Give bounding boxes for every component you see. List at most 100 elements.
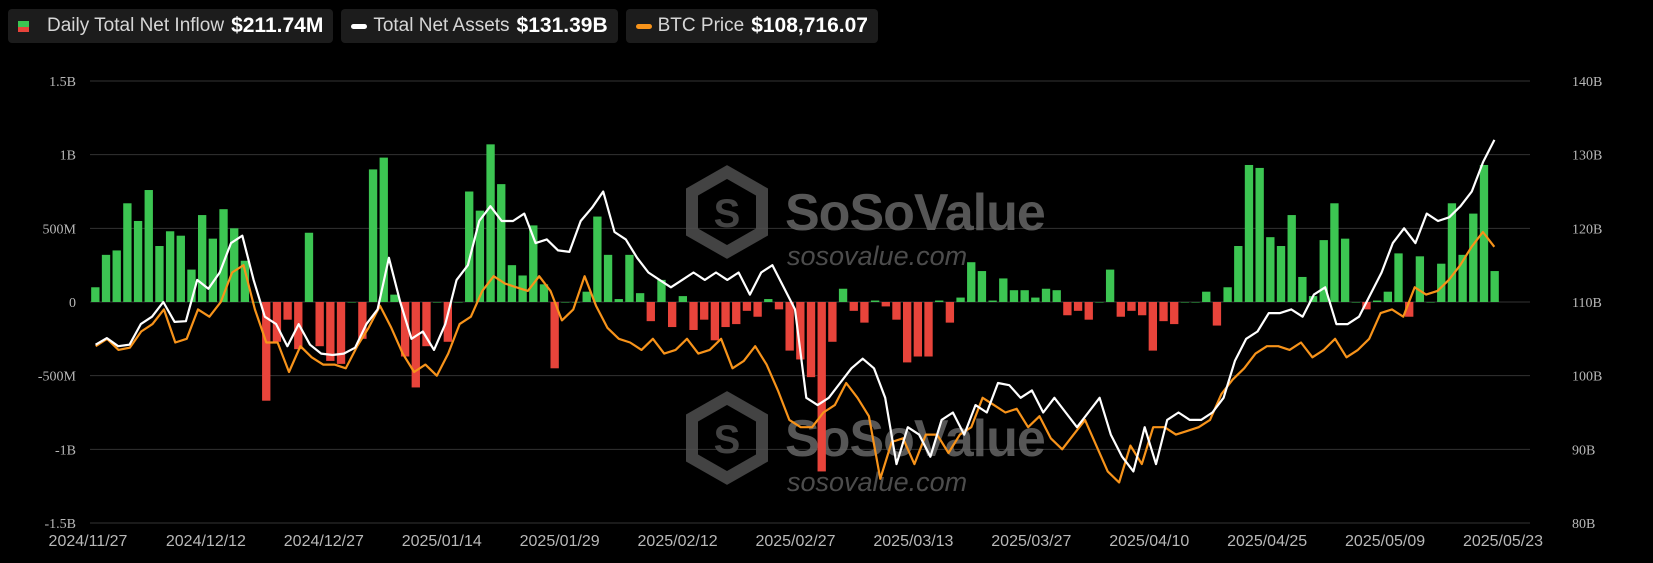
inflow-bar[interactable] xyxy=(133,220,143,302)
inflow-bar[interactable] xyxy=(902,302,912,363)
inflow-bar[interactable] xyxy=(507,265,517,302)
inflow-bar[interactable] xyxy=(1319,240,1328,302)
inflow-bar[interactable] xyxy=(924,302,933,357)
inflow-bar[interactable] xyxy=(635,293,645,302)
inflow-bar[interactable] xyxy=(486,144,495,302)
inflow-bar[interactable] xyxy=(678,296,688,302)
inflow-bar[interactable] xyxy=(1073,302,1083,311)
inflow-bar[interactable] xyxy=(219,209,228,302)
inflow-bar[interactable] xyxy=(1009,290,1019,302)
inflow-bar[interactable] xyxy=(1159,302,1168,322)
inflow-bar[interactable] xyxy=(988,300,997,302)
inflow-bar[interactable] xyxy=(1041,288,1051,302)
inflow-bar[interactable] xyxy=(1148,302,1157,351)
inflow-bar[interactable] xyxy=(529,225,538,302)
inflow-bar[interactable] xyxy=(646,302,655,322)
inflow-bar[interactable] xyxy=(1234,246,1243,302)
inflow-bar[interactable] xyxy=(1490,271,1499,302)
inflow-bar[interactable] xyxy=(764,299,773,302)
inflow-bar[interactable] xyxy=(1351,302,1360,303)
inflow-bar[interactable] xyxy=(497,184,506,302)
inflow-bar[interactable] xyxy=(881,302,890,307)
inflow-bar[interactable] xyxy=(1052,290,1061,302)
inflow-bar[interactable] xyxy=(197,215,207,302)
inflow-bar[interactable] xyxy=(379,157,388,302)
inflow-bar[interactable] xyxy=(1415,256,1425,302)
inflow-bar[interactable] xyxy=(155,246,164,302)
inflow-bar[interactable] xyxy=(91,287,100,302)
inflow-bar[interactable] xyxy=(1383,291,1392,302)
inflow-bar[interactable] xyxy=(657,279,666,302)
inflow-bar[interactable] xyxy=(999,278,1008,302)
inflow-bar[interactable] xyxy=(785,302,794,351)
total-net-assets-line[interactable] xyxy=(95,139,1496,473)
inflow-bar[interactable] xyxy=(1298,276,1307,302)
inflow-bar[interactable] xyxy=(208,238,218,302)
inflow-bar[interactable] xyxy=(892,302,901,320)
inflow-bar[interactable] xyxy=(1202,291,1211,302)
inflow-bar[interactable] xyxy=(774,302,784,310)
inflow-bar[interactable] xyxy=(1308,296,1318,302)
inflow-bar[interactable] xyxy=(240,260,250,302)
inflow-bar[interactable] xyxy=(347,302,356,303)
inflow-bar[interactable] xyxy=(1212,302,1222,326)
inflow-bar[interactable] xyxy=(144,190,153,302)
inflow-bar[interactable] xyxy=(390,294,399,302)
inflow-bar[interactable] xyxy=(283,302,292,320)
inflow-bar[interactable] xyxy=(956,297,965,302)
inflow-bar[interactable] xyxy=(817,302,826,472)
inflow-bar[interactable] xyxy=(1340,238,1350,302)
inflow-bar[interactable] xyxy=(1255,167,1264,302)
inflow-bar[interactable] xyxy=(1447,203,1457,302)
inflow-bar[interactable] xyxy=(304,232,314,302)
inflow-bar[interactable] xyxy=(1266,237,1275,302)
inflow-bar[interactable] xyxy=(967,262,976,302)
inflow-bar[interactable] xyxy=(935,300,944,302)
inflow-bar[interactable] xyxy=(860,302,869,323)
inflow-bar[interactable] xyxy=(187,269,196,302)
inflow-bar[interactable] xyxy=(614,299,623,302)
inflow-bar[interactable] xyxy=(1372,300,1382,302)
inflow-bar[interactable] xyxy=(230,228,239,302)
inflow-bar[interactable] xyxy=(603,254,613,302)
inflow-bar[interactable] xyxy=(326,302,335,361)
inflow-bar[interactable] xyxy=(315,302,324,347)
inflow-bar[interactable] xyxy=(539,284,549,302)
inflow-bar[interactable] xyxy=(1116,302,1125,317)
inflow-bar[interactable] xyxy=(1405,302,1414,317)
inflow-bar[interactable] xyxy=(443,302,452,342)
inflow-bar[interactable] xyxy=(1437,263,1446,302)
inflow-bar[interactable] xyxy=(582,291,591,302)
inflow-bar[interactable] xyxy=(368,169,378,302)
inflow-bar[interactable] xyxy=(400,302,410,357)
inflow-bar[interactable] xyxy=(796,302,805,360)
inflow-bar[interactable] xyxy=(689,302,698,330)
inflow-bar[interactable] xyxy=(1276,246,1286,302)
inflow-bar[interactable] xyxy=(475,210,485,302)
inflow-bar[interactable] xyxy=(123,203,132,302)
inflow-bar[interactable] xyxy=(667,302,677,328)
inflow-bar[interactable] xyxy=(849,302,858,311)
inflow-bar[interactable] xyxy=(1170,302,1179,325)
inflow-bar[interactable] xyxy=(465,191,474,303)
inflow-bar[interactable] xyxy=(1223,287,1232,302)
inflow-bar[interactable] xyxy=(1084,302,1093,320)
inflow-bar[interactable] xyxy=(422,302,431,347)
legend-total-net-assets[interactable]: Total Net Assets $131.39B xyxy=(341,9,618,43)
inflow-bar[interactable] xyxy=(336,302,346,364)
inflow-bar[interactable] xyxy=(550,302,559,369)
inflow-bar[interactable] xyxy=(870,300,880,302)
inflow-bar[interactable] xyxy=(828,302,837,342)
inflow-bar[interactable] xyxy=(700,302,709,320)
inflow-bar[interactable] xyxy=(1426,302,1435,303)
inflow-bar[interactable] xyxy=(742,302,752,311)
legend-btc-price[interactable]: BTC Price $108,716.07 xyxy=(625,9,878,43)
inflow-bar[interactable] xyxy=(838,288,848,302)
inflow-bar[interactable] xyxy=(251,302,260,303)
inflow-bar[interactable] xyxy=(165,231,175,302)
inflow-bar[interactable] xyxy=(411,302,420,388)
inflow-bar[interactable] xyxy=(913,302,923,357)
inflow-bar[interactable] xyxy=(432,302,442,303)
inflow-bar[interactable] xyxy=(454,302,463,303)
inflow-bar[interactable] xyxy=(1469,213,1478,302)
